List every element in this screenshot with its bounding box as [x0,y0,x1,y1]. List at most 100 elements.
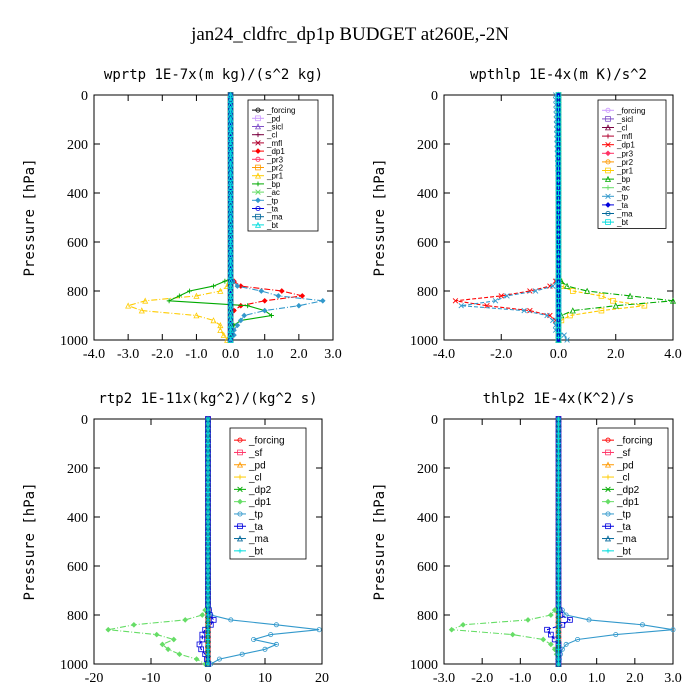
legend-entry: _ac [252,188,280,197]
data-point [199,636,206,643]
legend-label: _dp1 [266,147,285,156]
data-point [598,293,605,299]
legend-label: _pr3 [266,155,284,164]
data-point [205,642,211,647]
data-point [564,282,571,289]
data-point [239,651,245,657]
legend-entry: _cl [252,131,277,140]
panel-title: wpthlp 1E-4x(m K)/s^2 [470,67,647,83]
x-tick-label: -3.0 [433,671,455,686]
x-tick-label: 0.0 [222,347,240,362]
data-point [193,292,200,299]
legend-label: _ma [266,213,283,222]
data-point [261,297,268,304]
data-point [205,651,211,657]
series-dp1 [105,416,211,667]
data-point [556,593,561,598]
y-tick-label: 0 [81,413,88,428]
legend-label: _pr3 [616,149,634,158]
x-tick-label: 0.0 [550,671,568,686]
data-point [205,578,211,584]
data-point [556,465,561,471]
legend-entry: _tp [602,509,631,520]
series-line [126,95,232,341]
y-axis-label: Pressure [hPa] [22,158,38,276]
data-point [193,656,200,662]
data-point [251,637,257,643]
legend: _forcing_sf_pd _cl_dp2_dp1_tp _ta_ma_bt [597,427,669,560]
legend-entry: _tp [602,192,629,201]
legend-label: _dp1 [248,497,272,508]
data-point [205,441,211,446]
data-point [627,292,634,299]
data-point [217,287,224,294]
data-point [556,544,561,549]
data-point [556,617,561,623]
legend-label: _forcing [266,106,295,115]
data-point [217,326,224,334]
data-point [556,460,561,466]
data-point [556,480,561,486]
data-point [556,450,561,456]
legend-label: _cl [266,131,277,140]
data-point [205,455,211,461]
data-point [548,612,554,618]
data-point [205,416,211,422]
data-point [170,636,177,643]
legend: _forcing_sicl_cl_mfl_dp1_pr3_pr2_pr1_bp_… [597,99,667,229]
data-point [551,607,558,613]
series-line [461,94,568,341]
data-point [556,568,561,574]
data-point [550,283,556,289]
legend-label: _bp [616,175,631,184]
legend-entry: _cl [234,473,262,484]
series-line [557,95,674,340]
legend-label: _ta [248,522,263,533]
data-point [262,646,268,652]
data-point [138,307,145,314]
data-point [556,475,561,481]
legend-label: _mfl [266,139,282,148]
data-point [205,480,211,486]
data-point [205,436,211,441]
x-tick-label: 10 [258,671,272,686]
data-point [205,519,211,525]
data-point [556,553,561,559]
data-point [532,288,539,294]
x-tick-label: 20 [315,671,329,686]
legend-label: _bt [616,546,631,557]
data-point [556,485,561,490]
data-point [210,317,217,324]
plot-frame [93,94,334,341]
series-bt [556,416,561,667]
data-point [613,632,619,638]
data-point [669,297,677,304]
data-point [205,539,211,544]
data-point [556,632,561,637]
data-point [556,446,561,451]
x-tick-label: 4.0 [664,347,682,362]
data-point [234,283,241,289]
x-tick-label: 3.0 [664,671,682,686]
legend-entry: _tp [234,509,263,520]
x-tick-label: -20 [85,671,104,686]
legend-entry: _pr2 [252,164,284,173]
panel-3: rtp2 1E-11x(kg^2)/(kg^2 s) Pressure [hPa]… [22,391,329,686]
data-point [205,485,211,490]
series-tp [458,92,570,343]
legend-entry: _mfl [602,132,632,141]
data-point [598,307,605,314]
y-tick-label: 200 [67,138,88,153]
y-tick-label: 0 [431,413,438,428]
legend-label: _forcing [616,436,653,447]
data-point [193,312,200,319]
y-tick-label: 600 [67,560,88,575]
data-point [556,558,561,564]
data-point [556,421,561,427]
data-point [452,298,459,304]
legend-label: _cl [616,124,627,133]
data-point [556,436,561,441]
data-point [670,627,676,633]
legend-label: _sicl [266,123,283,132]
legend-label: _cl [248,473,262,484]
